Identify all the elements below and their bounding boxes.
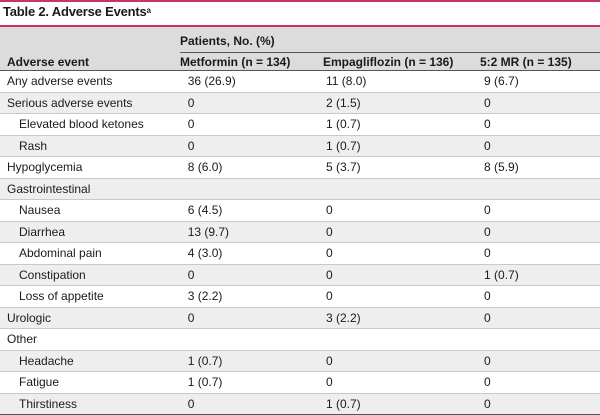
table-row: Headache 1 (0.7) 0 0 (0, 350, 600, 372)
top-accent-rule (0, 0, 600, 2)
empagliflozin-value: 5 (3.7) (325, 160, 361, 175)
table-row: Loss of appetite 3 (2.2) 0 0 (0, 286, 600, 307)
metformin-value: 1 (0.7) (187, 375, 223, 390)
table-row: Rash 0 1 (0.7) 0 (0, 135, 600, 157)
column-header-metformin: Metformin (n = 134) (180, 55, 291, 69)
5-2-mr-value (484, 329, 600, 351)
adverse-event-label: Any adverse events (7, 74, 113, 89)
empagliflozin-value: 1 (0.7) (325, 117, 361, 132)
table-row: Elevated blood ketones 0 1 (0.7) 0 (0, 114, 600, 135)
empagliflozin-value: 0 (325, 375, 333, 390)
adverse-event-label: Loss of appetite (19, 289, 104, 304)
adverse-events-table: Any adverse events 36 (26.9) 11 (8.0) 9 (6.… (0, 71, 600, 415)
empagliflozin-value: 1 (0.7) (325, 393, 485, 415)
metformin-value: 0 (187, 307, 326, 329)
adverse-event-label: Gastrointestinal (0, 178, 188, 200)
empagliflozin-value: 0 (325, 203, 333, 218)
group-header-rule (180, 52, 600, 53)
5-2-mr-value: 0 (484, 350, 600, 372)
table-row: Thirstiness 0 1 (0.7) 0 (0, 393, 600, 415)
metformin-value (188, 329, 326, 351)
adverse-event-label: Diarrhea (0, 221, 188, 243)
5-2-mr-value: 0 (484, 393, 600, 415)
table-header (0, 27, 600, 71)
adverse-event-label: Fatigue (19, 375, 60, 390)
5-2-mr-value: 0 (484, 117, 491, 132)
metformin-value: 0 (187, 393, 326, 415)
adverse-event-label: Constipation (0, 264, 188, 286)
group-header: Patients, No. (%) (180, 34, 275, 48)
empagliflozin-value: 11 (8.0) (325, 74, 367, 89)
metformin-value: 6 (4.5) (187, 203, 223, 218)
column-header-empagliflozin: Empagliflozin (n = 136) (323, 55, 454, 69)
column-header-5-2-mr: 5:2 MR (n = 135) (480, 55, 572, 69)
table-row: Nausea 6 (4.5) 0 0 (0, 200, 600, 221)
title-rule (0, 25, 600, 27)
empagliflozin-value: 2 (1.5) (325, 92, 485, 114)
empagliflozin-value: 1 (0.7) (325, 135, 485, 157)
metformin-value: 0 (187, 117, 195, 132)
5-2-mr-value: 0 (484, 221, 600, 243)
metformin-value: 0 (187, 135, 326, 157)
table-row: Constipation 0 0 1 (0.7) (0, 264, 600, 286)
adverse-event-label: Urologic (0, 307, 188, 329)
5-2-mr-value: 1 (0.7) (484, 264, 600, 286)
adverse-event-label: Abdominal pain (19, 246, 102, 261)
5-2-mr-value: 8 (5.9) (484, 160, 519, 175)
adverse-event-label: Rash (0, 135, 188, 157)
5-2-mr-value: 0 (484, 375, 491, 390)
adverse-event-label: Elevated blood ketones (19, 117, 144, 132)
column-header-adverse-event: Adverse event (7, 55, 90, 69)
table-title-text: Table 2. Adverse Events (3, 4, 147, 19)
table-row: Any adverse events 36 (26.9) 11 (8.0) 9 (6.… (0, 71, 600, 92)
table-row: Diarrhea 13 (9.7) 0 0 (0, 221, 600, 243)
empagliflozin-value: 0 (325, 246, 333, 261)
table-row: Hypoglycemia 8 (6.0) 5 (3.7) 8 (5.9) (0, 157, 600, 178)
table-row: Urologic 0 3 (2.2) 0 (0, 307, 600, 329)
metformin-value: 0 (187, 264, 326, 286)
table-row: Fatigue 1 (0.7) 0 0 (0, 372, 600, 393)
empagliflozin-value: 3 (2.2) (325, 307, 485, 329)
table-row: Other (0, 329, 600, 351)
adverse-event-label: Hypoglycemia (7, 160, 83, 175)
adverse-event-label: Thirstiness (0, 393, 188, 415)
metformin-value (187, 178, 326, 200)
5-2-mr-value: 0 (484, 92, 600, 114)
5-2-mr-value: 9 (6.7) (484, 74, 519, 89)
5-2-mr-value (484, 178, 600, 200)
5-2-mr-value: 0 (484, 135, 600, 157)
table-title: Table 2. Adverse Eventsa (3, 3, 151, 21)
table-row: Serious adverse events 0 2 (1.5) 0 (0, 92, 600, 114)
5-2-mr-value: 0 (484, 203, 491, 218)
metformin-value: 8 (6.0) (187, 160, 223, 175)
adverse-event-label: Serious adverse events (0, 92, 188, 114)
empagliflozin-value (325, 178, 485, 200)
metformin-value: 36 (26.9) (187, 74, 236, 89)
table-row: Gastrointestinal (0, 178, 600, 200)
5-2-mr-value: 0 (484, 246, 491, 261)
empagliflozin-value: 0 (325, 264, 485, 286)
metformin-value: 1 (0.7) (187, 350, 326, 372)
adverse-event-label: Other (7, 332, 38, 347)
metformin-value: 3 (2.2) (187, 289, 223, 304)
empagliflozin-value (326, 329, 484, 351)
metformin-value: 13 (9.7) (187, 221, 326, 243)
5-2-mr-value: 0 (484, 289, 491, 304)
adverse-event-label: Headache (0, 350, 188, 372)
metformin-value: 4 (3.0) (187, 246, 223, 261)
table-row: Abdominal pain 4 (3.0) 0 0 (0, 243, 600, 264)
5-2-mr-value: 0 (484, 307, 600, 329)
metformin-value: 0 (187, 92, 326, 114)
empagliflozin-value: 0 (325, 289, 333, 304)
title-footnote-marker: a (146, 6, 151, 15)
empagliflozin-value: 0 (325, 350, 485, 372)
empagliflozin-value: 0 (325, 221, 485, 243)
header-bottom-rule (0, 70, 600, 71)
adverse-event-label: Nausea (19, 203, 61, 218)
